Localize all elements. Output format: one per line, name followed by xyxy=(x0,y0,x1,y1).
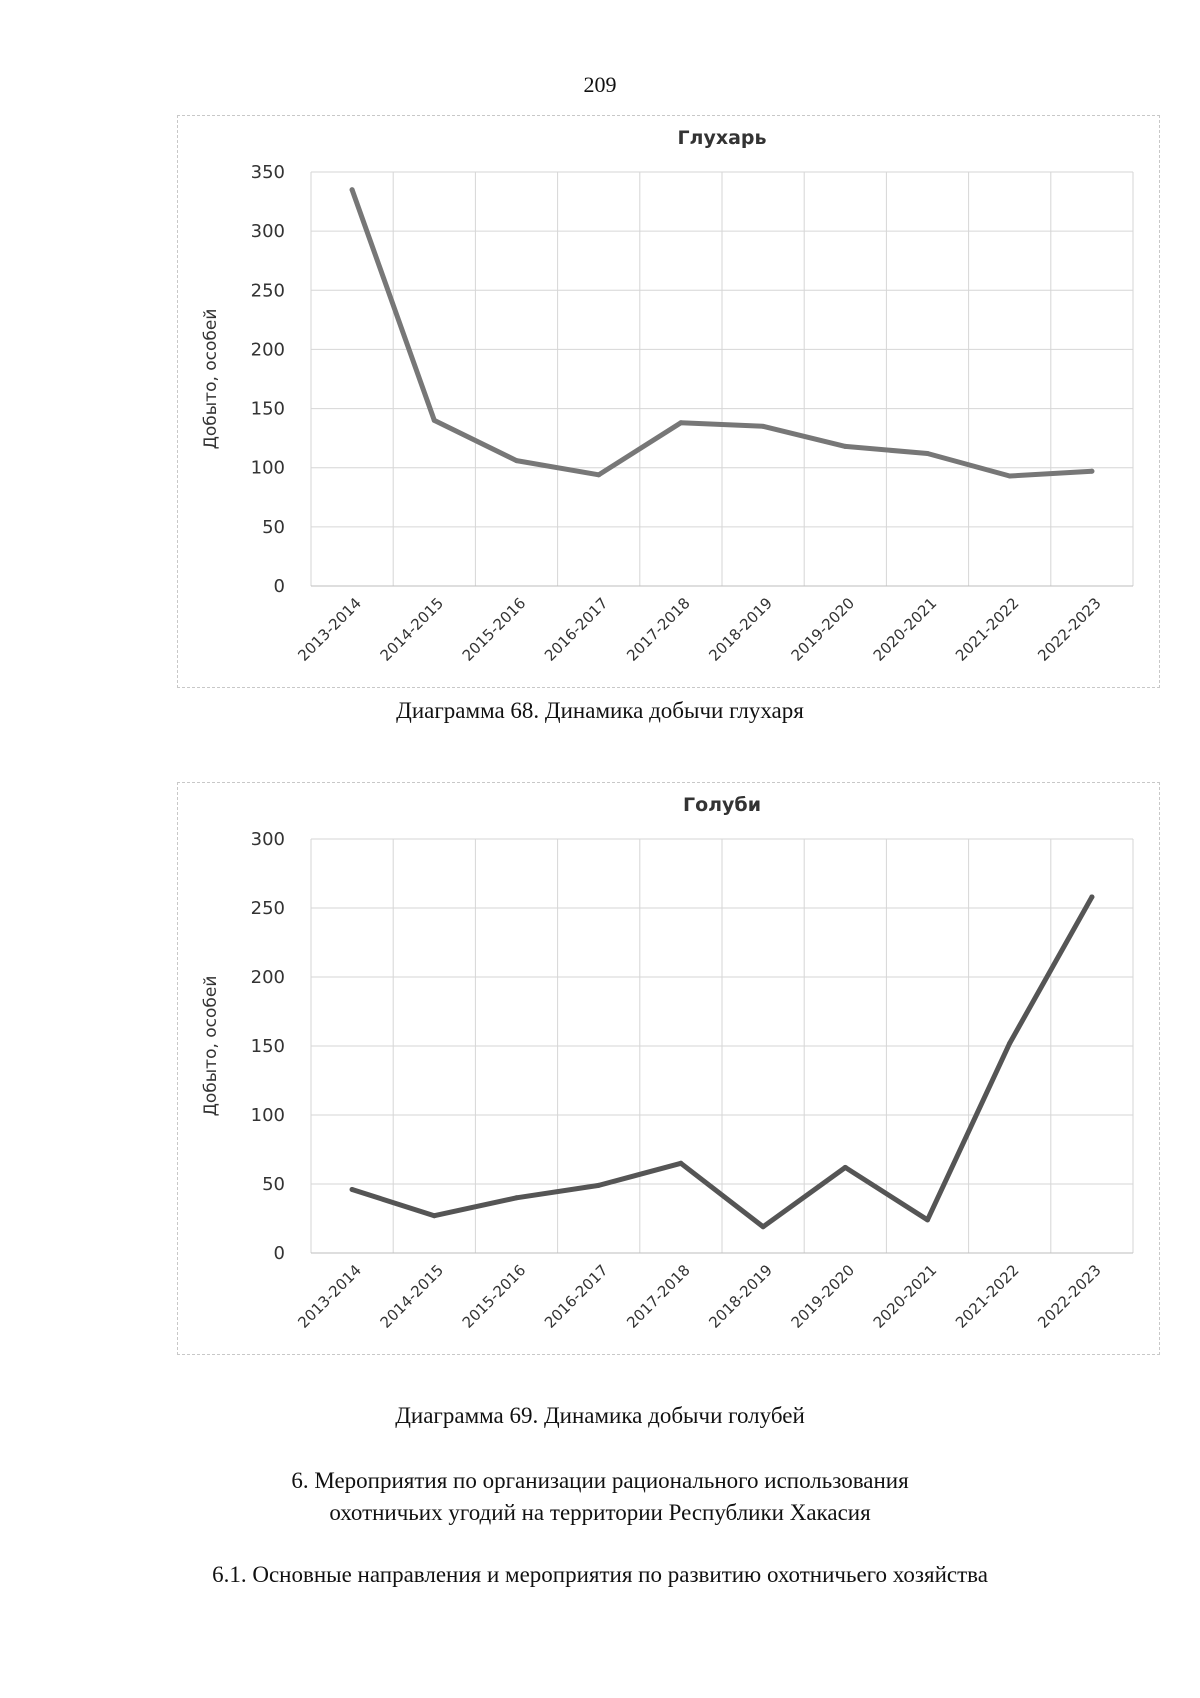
y-tick-label: 200 xyxy=(251,339,285,360)
series-line xyxy=(349,187,1095,479)
y-tick-label: 200 xyxy=(251,967,285,988)
data-point xyxy=(514,458,519,464)
data-point xyxy=(514,1195,519,1201)
y-tick-label: 150 xyxy=(251,399,285,420)
x-tick-label: 2019-2020 xyxy=(788,594,859,665)
data-point xyxy=(596,472,602,478)
x-tick-label: 2015-2016 xyxy=(459,594,530,665)
chart-68-caption: Диаграмма 68. Динамика добычи глухаря xyxy=(396,698,804,723)
x-tick-label: 2021-2022 xyxy=(952,594,1023,665)
chart-capercaillie-frame: Глухарь 0 50 100 150 200 250 300 350 Добыто, особ… xyxy=(177,115,1160,688)
x-tick-label: 2017-2018 xyxy=(623,1261,694,1332)
y-tick-label: 0 xyxy=(274,1243,285,1264)
data-point xyxy=(925,1217,930,1223)
data-point xyxy=(349,187,355,193)
data-point xyxy=(678,1160,684,1166)
page-number: 209 xyxy=(583,72,617,97)
data-point xyxy=(431,417,437,423)
data-point xyxy=(349,1187,355,1193)
x-tick-label: 2014-2015 xyxy=(377,594,448,665)
x-tick-label: 2014-2015 xyxy=(377,1261,448,1332)
x-tick-label: 2016-2017 xyxy=(541,1261,612,1332)
x-tick-label: 2020-2021 xyxy=(870,594,941,665)
x-tick-label: 2018-2019 xyxy=(705,594,776,665)
section-heading-line2: охотничьих угодий на территории Республи… xyxy=(329,1500,871,1525)
data-point xyxy=(1007,1040,1013,1046)
chart-title: Голуби xyxy=(683,794,761,816)
subsection-heading: 6.1. Основные направления и мероприятия … xyxy=(212,1562,988,1587)
chart-capercaillie: Глухарь 0 50 100 150 200 250 300 350 Добыто, особ… xyxy=(201,127,1134,665)
y-tick-label: 250 xyxy=(251,280,285,301)
y-tick-label: 300 xyxy=(251,829,285,850)
x-tick-label: 2015-2016 xyxy=(459,1261,530,1332)
data-point xyxy=(1007,473,1013,479)
x-tick-label: 2017-2018 xyxy=(623,594,694,665)
series-line xyxy=(349,894,1095,1230)
data-point xyxy=(431,1213,437,1219)
x-tick-label: 2013-2014 xyxy=(294,1261,365,1332)
x-tick-label: 2021-2022 xyxy=(952,1261,1023,1332)
y-tick-label: 100 xyxy=(251,1105,285,1126)
y-axis-label: Добыто, особей xyxy=(201,976,221,1117)
chart-69-caption: Диаграмма 69. Динамика добычи голубей xyxy=(395,1403,805,1428)
section-heading-line1: 6. Мероприятия по организации рациональн… xyxy=(291,1468,909,1493)
x-tick-label: 2018-2019 xyxy=(705,1261,776,1332)
chart-pigeons: Голуби 0 50 100 150 200 250 300 Добыто, особей 20… xyxy=(201,794,1134,1332)
x-tick-label: 2013-2014 xyxy=(294,594,365,665)
x-tick-label: 2022-2023 xyxy=(1034,1261,1105,1332)
data-point xyxy=(842,443,848,449)
y-tick-label: 100 xyxy=(251,458,285,479)
y-tick-label: 150 xyxy=(251,1036,285,1057)
y-tick-label: 50 xyxy=(262,1174,285,1195)
y-tick-label: 350 xyxy=(251,162,285,183)
x-tick-label: 2019-2020 xyxy=(788,1261,859,1332)
y-tick-label: 300 xyxy=(251,221,285,242)
x-tick-label: 2020-2021 xyxy=(870,1261,941,1332)
y-tick-label: 0 xyxy=(274,576,285,597)
data-point xyxy=(760,423,766,429)
data-point xyxy=(1089,894,1095,900)
x-tick-label: 2016-2017 xyxy=(541,594,612,665)
data-point xyxy=(925,451,930,457)
x-tick-label: 2022-2023 xyxy=(1034,594,1105,665)
y-axis-label: Добыто, особей xyxy=(201,309,221,450)
data-point xyxy=(760,1224,766,1230)
chart-pigeons-frame: Голуби 0 50 100 150 200 250 300 Добыто, особей 20… xyxy=(177,782,1160,1355)
data-point xyxy=(678,420,684,426)
data-point xyxy=(1089,468,1095,474)
section-heading: 6. Мероприятия по организации рациональн… xyxy=(0,1465,1200,1529)
chart-title: Глухарь xyxy=(677,127,766,149)
data-point xyxy=(596,1182,602,1188)
y-tick-label: 50 xyxy=(262,517,285,538)
data-point xyxy=(842,1164,848,1170)
y-tick-label: 250 xyxy=(251,898,285,919)
